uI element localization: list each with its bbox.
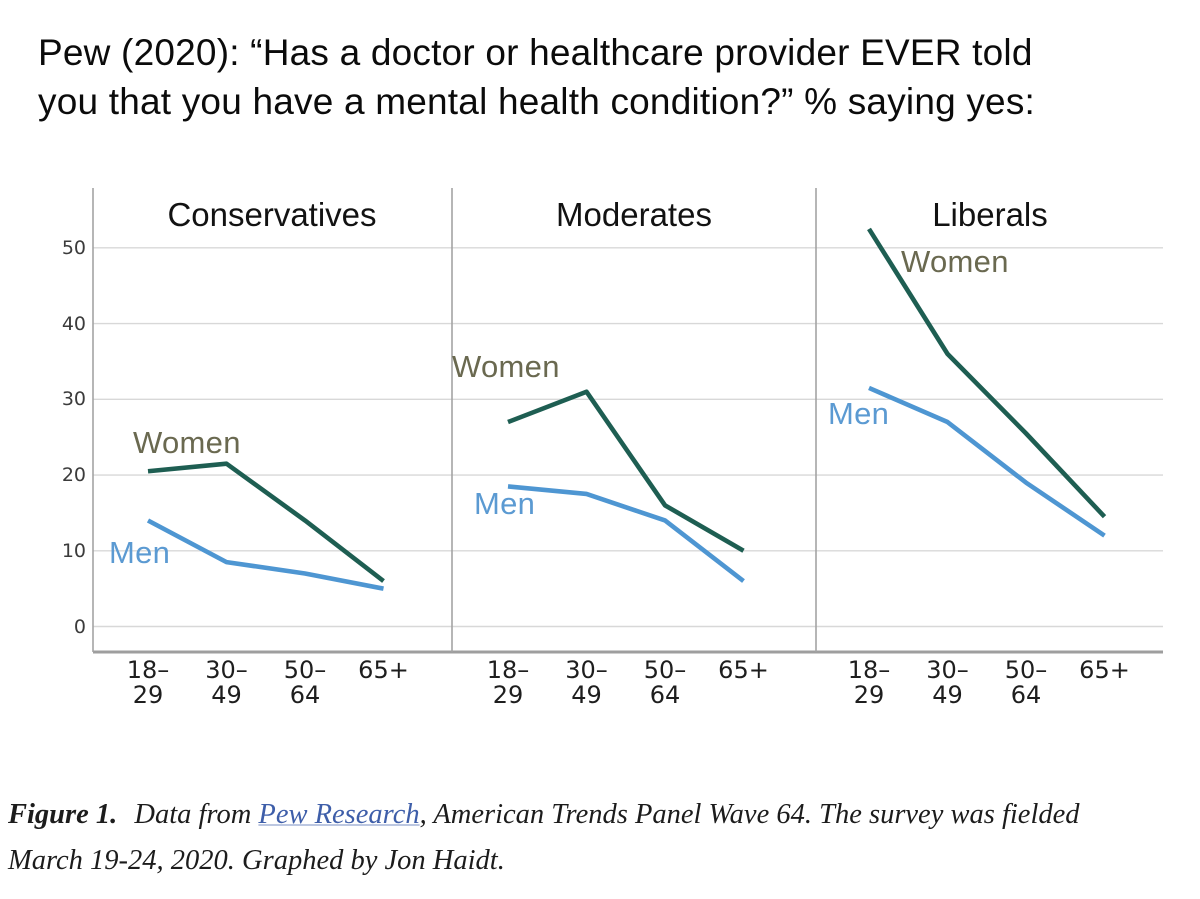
y-axis-tick-label: 0 — [73, 615, 86, 638]
x-axis-tick-label: 50– 64 — [643, 656, 687, 709]
caption-text-before-link: Data from — [127, 799, 259, 830]
y-axis-tick-label: 50 — [61, 236, 86, 259]
series-label-men: Men — [109, 535, 171, 570]
x-axis-tick-label: 50– 64 — [1004, 656, 1048, 709]
series-line-men-liberals — [868, 385, 1106, 538]
series-line-men-moderates — [507, 484, 745, 583]
series-line-women-conservatives — [147, 461, 385, 583]
y-axis-tick-label: 40 — [61, 312, 86, 335]
series-line-men-conservatives — [146, 518, 384, 591]
y-axis-tick-label: 20 — [61, 464, 86, 487]
series-label-women: Women — [133, 425, 241, 460]
y-axis-tick-label: 10 — [61, 539, 86, 562]
x-axis-tick-label: 18– 29 — [486, 656, 530, 709]
series-label-men: Men — [474, 486, 536, 521]
panel-title: Moderates — [556, 196, 712, 233]
y-axis-tick-label: 30 — [61, 388, 86, 411]
caption-line-2: March 19-24, 2020. Graphed by Jon Haidt. — [8, 845, 505, 876]
x-axis-tick-label: 65+ — [718, 656, 769, 684]
x-axis-tick-label: 30– 49 — [926, 656, 969, 709]
series-label-men: Men — [828, 396, 890, 431]
x-axis-tick-label: 65+ — [1079, 656, 1130, 684]
x-axis-tick-label: 18– 29 — [126, 656, 170, 709]
pew-research-link[interactable]: Pew Research — [258, 799, 420, 830]
series-label-women: Women — [452, 349, 560, 384]
title-line-1: Pew (2020): “Has a doctor or healthcare … — [38, 32, 1033, 73]
panel-title: Conservatives — [167, 196, 377, 233]
x-axis-tick-label: 30– 49 — [565, 656, 608, 709]
x-axis-tick-label: 65+ — [358, 656, 409, 684]
figure-caption: Figure 1. Data from Pew Research, Americ… — [8, 792, 1193, 884]
x-axis-tick-label: 30– 49 — [205, 656, 248, 709]
chart-main-title: Pew (2020): “Has a doctor or healthcare … — [38, 28, 1188, 126]
caption-line-1: Figure 1. Data from Pew Research, Americ… — [8, 792, 1193, 838]
series-line-women-moderates — [507, 389, 745, 553]
x-axis-tick-label: 50– 64 — [283, 656, 327, 709]
figure-label: Figure 1. — [8, 799, 118, 830]
series-label-women: Women — [901, 244, 1009, 279]
panel-title: Liberals — [932, 196, 1048, 233]
title-line-2: you that you have a mental health condit… — [38, 81, 1036, 122]
caption-text-after-link: , American Trends Panel Wave 64. The sur… — [419, 799, 1080, 830]
x-axis-tick-label: 18– 29 — [847, 656, 891, 709]
